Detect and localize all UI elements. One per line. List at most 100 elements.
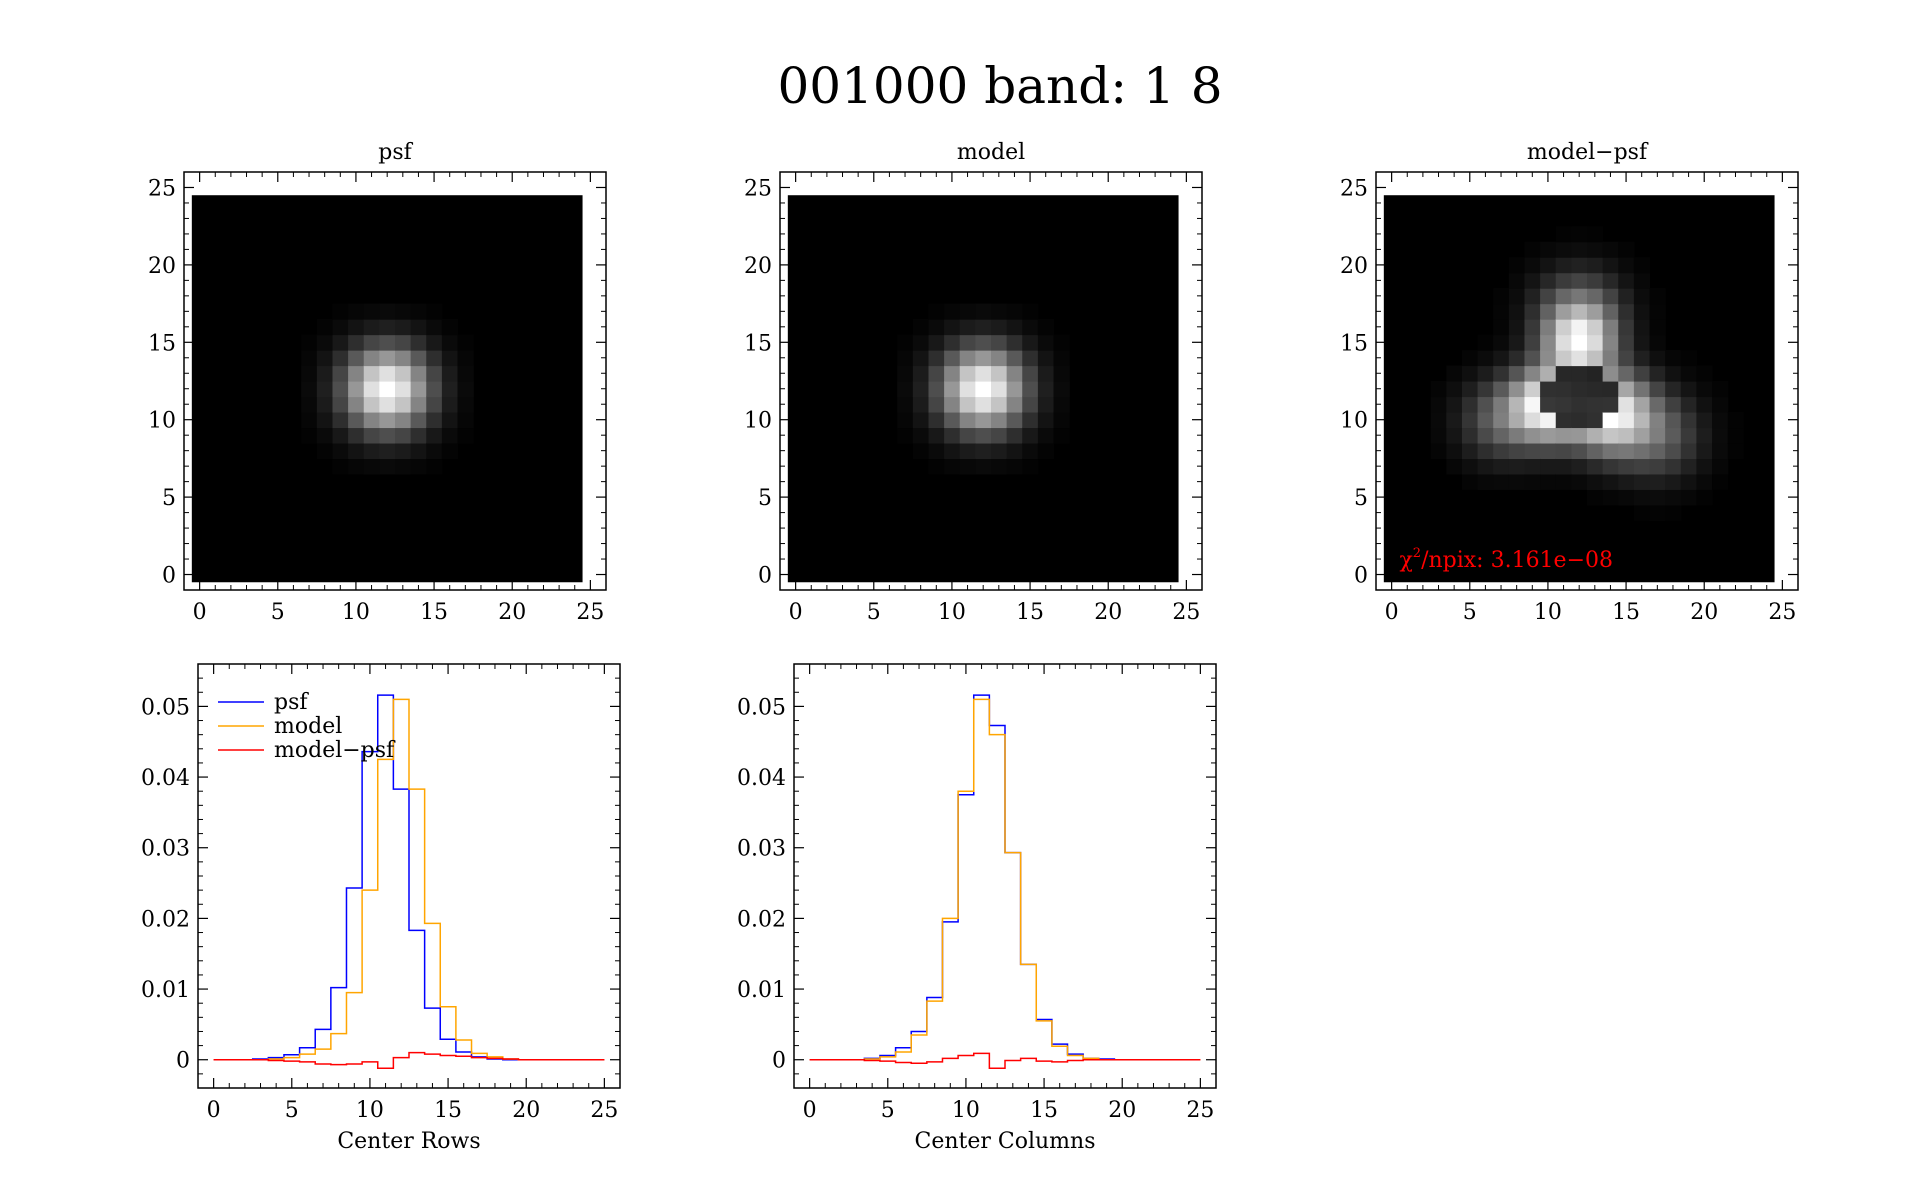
image-pixel (944, 303, 961, 320)
x-tick-label: 0 (1385, 600, 1399, 625)
image-pixel (332, 427, 349, 444)
image-pixel (912, 442, 930, 460)
image-pixel (1524, 334, 1541, 351)
y-tick-label: 20 (148, 254, 176, 279)
x-tick-label: 25 (1172, 600, 1200, 625)
image-pixel (1508, 396, 1526, 413)
image-pixel (363, 319, 380, 336)
image-pixel (1477, 458, 1494, 475)
image-pixel (441, 411, 459, 429)
y-tick-label: 0.04 (737, 766, 786, 791)
image-pixel (348, 350, 365, 367)
image-pixel (1680, 365, 1698, 382)
image-pixel (1587, 350, 1604, 367)
image-pixel (410, 319, 427, 336)
image-pixel (395, 303, 412, 320)
image-pixel (1587, 319, 1604, 336)
image-pixel (426, 319, 443, 336)
residual-image-panel: 0 5 10 15 20 25 0 5 10 15 20 25 model−psf χ2/npix: 3.… (1340, 140, 1799, 625)
image-pixel (1022, 303, 1039, 320)
image-pixel (1602, 473, 1619, 490)
y-tick-label: 0.05 (141, 695, 190, 720)
image-pixel (1602, 303, 1619, 320)
image-pixel (1665, 365, 1682, 382)
image-pixel (1053, 381, 1070, 398)
image-pixel (301, 396, 318, 413)
image-pixel (379, 411, 396, 429)
image-pixel (457, 350, 474, 367)
image-pixel (1006, 458, 1023, 475)
image-pixel (301, 350, 318, 367)
image-pixel (379, 350, 396, 367)
image-pixel (1555, 241, 1572, 258)
image-pixel (1587, 272, 1604, 289)
chi2-annotation: χ2/npix: 3.161e−08 (1399, 546, 1613, 573)
image-pixel (1618, 272, 1635, 289)
image-pixel (410, 442, 427, 460)
image-pixel (1602, 241, 1619, 258)
image-pixel (316, 411, 334, 429)
image-pixel (1680, 458, 1698, 475)
image-pixel (1461, 458, 1479, 475)
image-pixel (379, 319, 396, 336)
x-tick-label: 5 (285, 1098, 299, 1123)
image-pixel (1571, 319, 1588, 336)
image-pixel (1037, 442, 1055, 460)
image-pixel (1477, 427, 1494, 444)
image-pixel (991, 319, 1008, 336)
image-pixel (1555, 365, 1572, 382)
image-pixel (395, 396, 412, 413)
image-pixel (991, 381, 1008, 398)
image-pixel (1053, 334, 1070, 351)
x-tick-label: 0 (207, 1098, 221, 1123)
image-pixel (1712, 396, 1729, 413)
image-pixel (1665, 473, 1682, 490)
image-pixel (975, 303, 992, 320)
image-pixel (1037, 411, 1055, 429)
image-pixel (379, 334, 396, 351)
image-pixel (1461, 442, 1479, 460)
y-tick-label: 5 (1354, 486, 1368, 511)
image-pixel (912, 319, 930, 336)
y-tick-label: 25 (744, 176, 772, 201)
image-pixel (897, 381, 914, 398)
image-pixel (1477, 365, 1494, 382)
image-pixel (1555, 303, 1572, 320)
image-pixel (1618, 334, 1635, 351)
image-pixel (1649, 473, 1666, 490)
image-pixel (1649, 365, 1666, 382)
image-pixel (1571, 241, 1588, 258)
image-pixel (1602, 334, 1619, 351)
image-pixel (316, 427, 334, 444)
image-pixel (426, 365, 443, 382)
y-tick-label: 25 (1340, 176, 1368, 201)
image-pixel (1461, 411, 1479, 429)
x-tick-label: 5 (867, 600, 881, 625)
image-pixel (1649, 504, 1666, 521)
image-pixel (1053, 396, 1070, 413)
x-tick-label: 15 (434, 1098, 462, 1123)
image-pixel (379, 303, 396, 320)
image-pixel (1571, 365, 1588, 382)
image-pixel (1508, 303, 1526, 320)
x-tick-label: 15 (1612, 600, 1640, 625)
image-pixel (395, 381, 412, 398)
image-pixel (1540, 350, 1557, 367)
image-pixel (1649, 442, 1666, 460)
image-pixel (1618, 473, 1635, 490)
image-pixel (912, 350, 930, 367)
image-pixel (1524, 350, 1541, 367)
image-pixel (363, 303, 380, 320)
image-pixel (1524, 381, 1541, 398)
image-pixel (457, 381, 474, 398)
x-tick-label: 10 (938, 600, 966, 625)
image-pixel (1696, 396, 1713, 413)
image-pixel (1571, 396, 1588, 413)
image-pixel (1540, 458, 1557, 475)
image-pixel (1633, 350, 1651, 367)
y-tick-label: 0.01 (141, 978, 190, 1003)
image-pixel (1461, 396, 1479, 413)
image-pixel (1680, 396, 1698, 413)
image-pixel (1524, 319, 1541, 336)
y-tick-label: 15 (148, 331, 176, 356)
